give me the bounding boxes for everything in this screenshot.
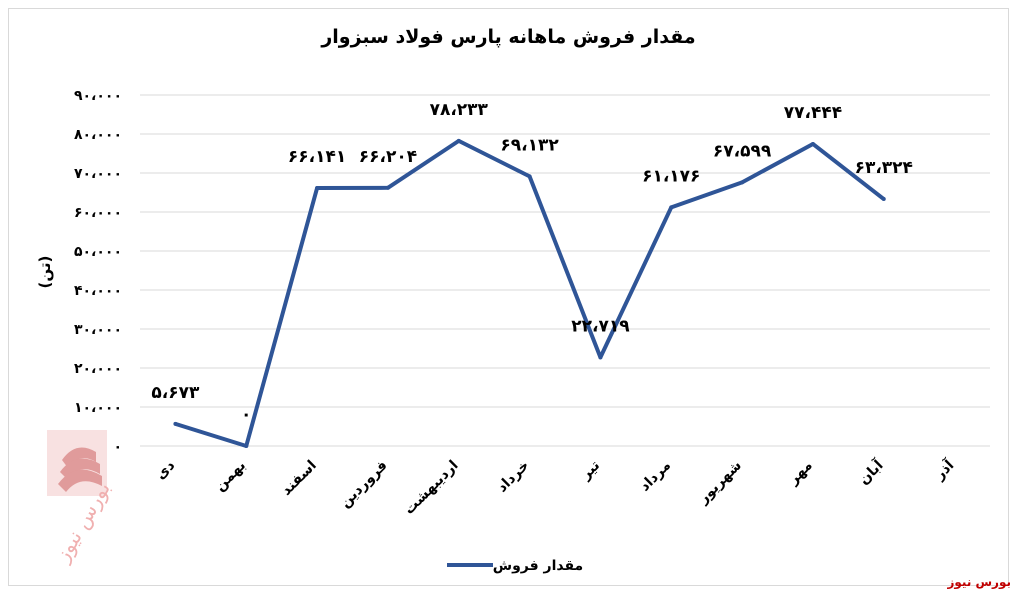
y-tick-label: ۳۰،۰۰۰ (74, 322, 122, 338)
chart-frame (8, 8, 1009, 586)
x-tick-label: خرداد (494, 458, 532, 496)
series-layer (173, 138, 886, 448)
x-tick-label: تیر (577, 458, 603, 484)
x-tick-label: اسفند (279, 458, 320, 499)
data-point (315, 186, 320, 191)
data-point (244, 444, 249, 448)
x-tick-label: شهریور (695, 458, 745, 508)
y-axis-label: (تن) (36, 256, 54, 289)
data-label: ۶۱،۱۷۶ (642, 166, 700, 186)
data-point (881, 197, 886, 202)
series-line (174, 138, 885, 448)
data-point (669, 205, 674, 210)
data-labels: ۵،۶۷۳ ۰ ۶۶،۱۴۱ ۶۶،۲۰۴ ۷۸،۲۳۳ ۶۹،۱۳۲ ۲۲،۷۱۹ ۶۱،۱… (151, 100, 912, 425)
x-tick-label: دی (153, 458, 178, 483)
data-point (598, 355, 603, 360)
data-label: ۷۷،۴۴۴ (784, 103, 842, 123)
data-label: ۶۷،۵۹۹ (713, 141, 772, 161)
y-tick-label: ۰ (113, 439, 122, 455)
data-label: ۵،۶۷۳ (151, 383, 200, 403)
y-axis-ticks: ۰ ۱۰،۰۰۰ ۲۰،۰۰۰ ۳۰،۰۰۰ ۴۰،۰۰۰ ۵۰،۰۰۰ ۶۰،۰۰۰ ۷۰،… (74, 88, 122, 455)
y-tick-label: ۶۰،۰۰۰ (74, 205, 122, 221)
y-tick-label: ۵۰،۰۰۰ (74, 244, 122, 260)
gridlines (140, 94, 990, 447)
legend: مقدار فروش (447, 558, 583, 574)
data-point (385, 185, 390, 190)
legend-label: مقدار فروش (493, 558, 583, 574)
source-credit: بورس نیوز (947, 575, 1011, 589)
data-label: ۷۸،۲۳۳ (430, 100, 489, 120)
data-label: ۶۳،۳۲۴ (855, 158, 913, 178)
y-tick-label: ۸۰،۰۰۰ (74, 127, 122, 143)
y-tick-label: ۷۰،۰۰۰ (74, 166, 122, 182)
data-label: ۶۶،۲۰۴ (359, 147, 417, 167)
x-tick-label: بهمن (212, 458, 249, 495)
data-label: ۶۹،۱۳۲ (500, 135, 559, 155)
data-point (456, 138, 461, 143)
y-tick-label: ۴۰،۰۰۰ (74, 283, 122, 299)
x-axis-ticks: دی بهمن اسفند فروردین اردیبهشت خرداد تیر مرداد ش… (153, 455, 958, 518)
y-tick-label: ۱۰،۰۰۰ (74, 400, 122, 416)
chart-title: مقدار فروش ماهانه پارس فولاد سبزوار (321, 26, 696, 48)
x-tick-label: آذر (930, 455, 958, 483)
y-tick-label: ۲۰،۰۰۰ (74, 361, 122, 377)
data-point (810, 141, 815, 146)
data-label: ۶۶،۱۴۱ (288, 147, 346, 167)
x-tick-label: فروردین (337, 458, 391, 512)
x-tick-label: مهر (785, 458, 816, 489)
data-point (173, 421, 178, 426)
watermark-logo (47, 430, 107, 496)
data-label: ۰ (241, 405, 251, 425)
x-tick-label: اردیبهشت (401, 458, 461, 518)
data-point (527, 174, 532, 179)
x-tick-label: آبان (855, 455, 888, 488)
y-tick-label: ۹۰،۰۰۰ (74, 88, 122, 104)
data-label: ۲۲،۷۱۹ (571, 316, 630, 336)
x-tick-label: مرداد (637, 458, 674, 495)
data-point (740, 180, 745, 185)
